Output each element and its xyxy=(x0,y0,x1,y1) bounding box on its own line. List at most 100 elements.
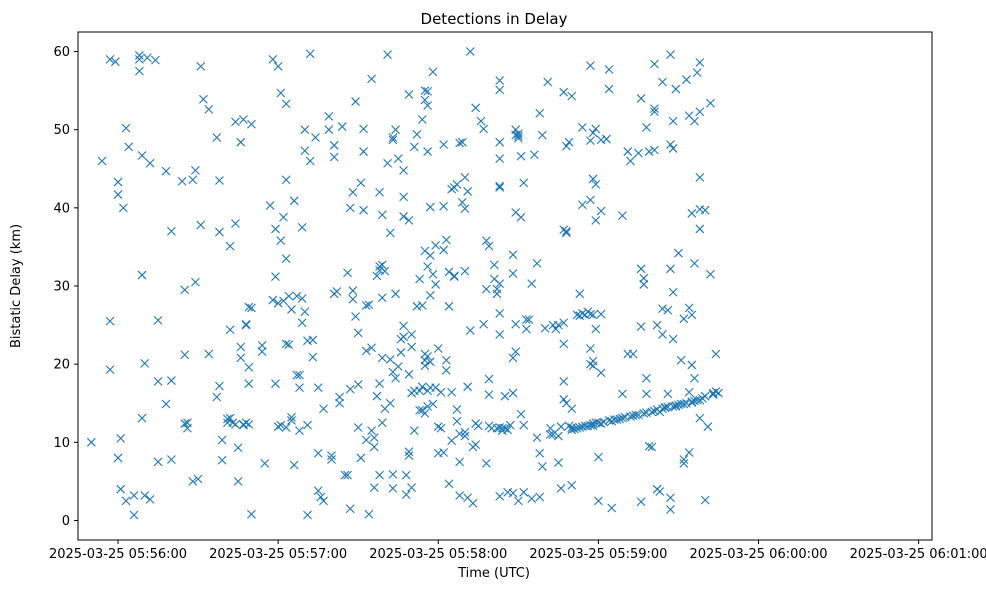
data-point xyxy=(668,116,678,126)
data-point xyxy=(271,224,280,234)
data-point xyxy=(687,208,697,218)
data-point xyxy=(353,423,363,432)
data-point xyxy=(639,280,649,289)
data-point xyxy=(393,154,403,163)
data-point xyxy=(134,66,144,76)
data-point xyxy=(305,156,315,166)
data-point xyxy=(417,382,427,392)
data-point xyxy=(225,325,235,335)
data-point xyxy=(636,497,646,507)
data-points xyxy=(86,47,723,520)
data-point xyxy=(700,205,710,215)
data-point xyxy=(140,358,150,368)
data-point xyxy=(500,391,510,401)
data-point xyxy=(513,496,523,506)
data-point xyxy=(231,419,240,429)
data-point xyxy=(281,175,291,185)
data-point xyxy=(359,205,368,215)
data-point xyxy=(596,206,606,216)
data-point xyxy=(247,119,256,129)
data-point xyxy=(327,455,336,464)
data-point xyxy=(401,490,411,500)
data-point xyxy=(642,122,651,132)
plot-frame xyxy=(77,31,933,541)
data-point xyxy=(537,462,547,471)
data-point xyxy=(300,146,310,156)
data-point xyxy=(489,260,499,270)
data-point xyxy=(636,94,646,103)
data-point xyxy=(313,486,323,496)
data-point xyxy=(650,107,659,117)
data-point xyxy=(695,172,705,182)
data-point xyxy=(271,379,280,389)
data-point xyxy=(105,365,115,375)
data-point xyxy=(268,295,278,305)
data-point xyxy=(524,315,534,324)
data-point xyxy=(134,54,144,64)
data-point xyxy=(441,366,451,375)
data-point xyxy=(508,269,518,278)
data-point xyxy=(345,384,355,394)
data-point xyxy=(110,57,120,67)
data-point xyxy=(305,49,315,59)
data-point xyxy=(247,303,256,313)
data-point xyxy=(439,448,449,457)
data-point xyxy=(559,339,569,349)
data-point xyxy=(297,318,307,328)
data-point xyxy=(423,147,432,156)
data-point xyxy=(348,294,358,304)
data-point xyxy=(575,423,585,432)
data-point xyxy=(484,390,494,400)
data-point xyxy=(449,271,459,281)
data-point xyxy=(367,74,376,84)
data-point xyxy=(324,125,334,135)
data-point xyxy=(327,451,336,460)
data-point xyxy=(391,289,400,299)
data-point xyxy=(586,195,595,205)
data-point xyxy=(303,336,312,346)
data-point xyxy=(311,133,320,142)
data-point xyxy=(495,85,505,95)
data-point xyxy=(711,349,721,359)
data-point xyxy=(265,201,275,210)
data-point xyxy=(292,291,302,301)
data-point xyxy=(303,510,312,520)
data-point xyxy=(359,147,368,156)
data-point xyxy=(431,240,441,250)
data-point xyxy=(658,330,667,339)
data-point xyxy=(423,351,432,361)
data-point xyxy=(161,399,171,409)
data-point xyxy=(281,339,291,349)
data-point xyxy=(409,142,419,152)
data-point xyxy=(452,405,462,414)
data-point xyxy=(634,410,643,420)
data-point xyxy=(356,453,366,463)
data-point xyxy=(532,258,542,268)
data-point xyxy=(687,398,697,407)
data-point xyxy=(223,414,232,424)
data-point xyxy=(519,178,529,188)
data-point xyxy=(679,459,689,468)
data-point xyxy=(351,97,360,106)
data-point xyxy=(417,301,427,310)
data-point xyxy=(650,145,659,155)
data-point xyxy=(337,122,347,131)
data-point xyxy=(578,308,587,318)
data-point xyxy=(105,54,115,64)
data-point xyxy=(145,494,155,504)
data-point xyxy=(639,273,649,283)
data-point xyxy=(439,245,449,255)
data-point xyxy=(578,122,587,132)
data-point xyxy=(695,224,705,234)
data-point xyxy=(215,381,224,391)
data-point xyxy=(679,455,689,464)
data-point xyxy=(134,51,144,60)
data-point xyxy=(495,491,505,501)
data-point xyxy=(602,134,611,144)
data-point xyxy=(276,88,286,98)
data-point xyxy=(479,319,489,329)
data-point xyxy=(658,404,667,414)
data-point xyxy=(684,387,694,397)
data-point xyxy=(561,226,571,236)
data-point xyxy=(399,332,408,342)
